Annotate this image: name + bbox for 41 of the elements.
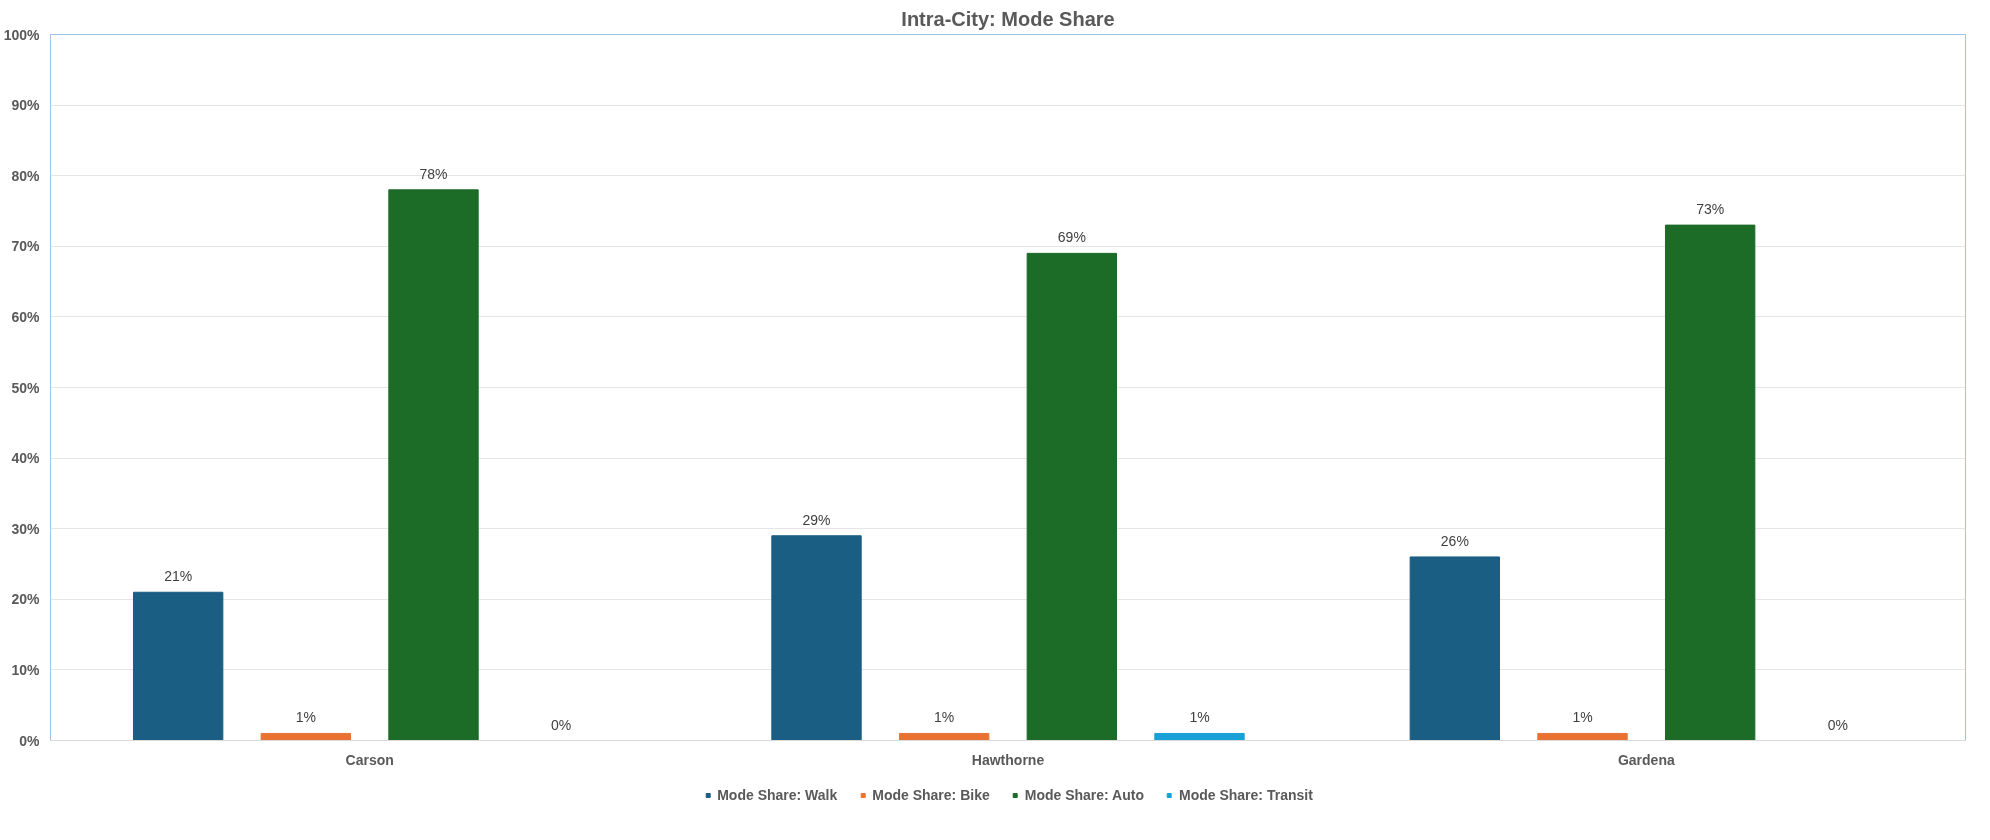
x-tick-label: Hawthorne xyxy=(971,751,1045,768)
bar xyxy=(1409,556,1501,741)
bar xyxy=(898,732,990,741)
bar xyxy=(388,189,479,741)
legend-label: Mode Share: Auto xyxy=(1024,787,1144,803)
bar xyxy=(132,591,224,741)
data-label: 0% xyxy=(551,716,572,733)
data-label: 1% xyxy=(295,709,316,726)
y-tick-label: 20% xyxy=(11,591,41,608)
x-tick-label: Carson xyxy=(345,751,394,768)
data-label: 73% xyxy=(1696,201,1725,218)
y-tick-label: 30% xyxy=(11,520,41,537)
legend-label: Mode Share: Transit xyxy=(1179,787,1313,803)
data-label: 1% xyxy=(1572,709,1593,726)
data-label: 78% xyxy=(419,165,448,182)
bar xyxy=(1537,732,1628,741)
bar xyxy=(1154,732,1245,741)
data-label: 1% xyxy=(1189,709,1210,726)
y-tick-label: 60% xyxy=(11,308,41,325)
data-label: 21% xyxy=(164,568,193,585)
y-tick-label: 80% xyxy=(11,167,41,184)
x-tick-label: Gardena xyxy=(1617,751,1675,768)
bar xyxy=(260,732,352,741)
y-tick-label: 0% xyxy=(19,732,41,749)
y-tick-label: 100% xyxy=(3,26,41,43)
data-label: 26% xyxy=(1440,532,1469,549)
data-label: 0% xyxy=(1827,716,1848,733)
data-label: 29% xyxy=(802,511,831,528)
y-tick-label: 70% xyxy=(11,238,41,255)
y-tick-label: 40% xyxy=(11,450,41,467)
legend-label: Mode Share: Bike xyxy=(872,787,990,803)
bar xyxy=(771,535,862,741)
bar xyxy=(1026,252,1118,741)
y-tick-label: 90% xyxy=(11,97,41,114)
y-tick-label: 10% xyxy=(11,661,41,678)
data-label: 1% xyxy=(934,709,955,726)
legend-label: Mode Share: Walk xyxy=(717,787,838,803)
chart-title: Intra-City: Mode Share xyxy=(901,7,1115,30)
data-label: 69% xyxy=(1057,229,1086,246)
y-tick-label: 50% xyxy=(11,379,41,396)
bar xyxy=(1664,224,1756,741)
